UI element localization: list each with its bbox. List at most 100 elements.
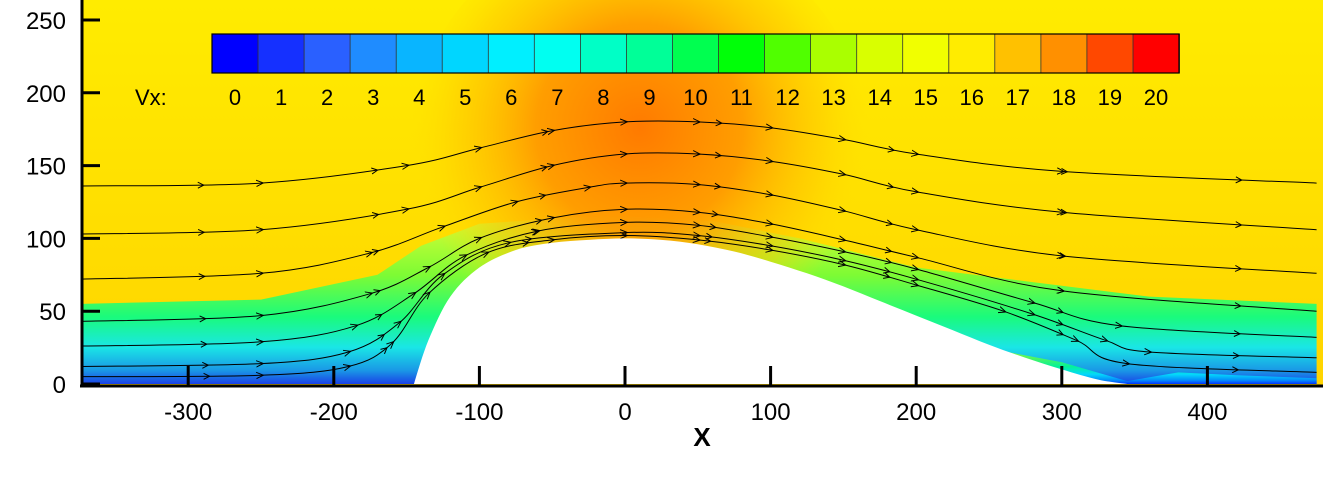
streamline-arrow [534, 218, 543, 225]
streamline-arrow [884, 246, 893, 254]
colorbar-swatch [533, 33, 582, 74]
colorbar-level-label: 20 [1144, 85, 1168, 110]
colorbar-level-label: 12 [775, 85, 799, 110]
streamline-arrow [709, 223, 717, 231]
colorbar-swatch [1040, 33, 1088, 74]
colorbar-level-label: 1 [275, 85, 287, 110]
colorbar-swatch [994, 33, 1042, 74]
colorbar-swatch [487, 33, 536, 74]
streamline-arrow [711, 210, 720, 218]
colorbar-level-label: 14 [867, 85, 891, 110]
colorbar-swatch [303, 33, 352, 74]
colorbar-swatch [1086, 33, 1134, 74]
streamline-arrow [521, 240, 530, 247]
streamline-arrow [1232, 352, 1241, 359]
y-tick-label: 200 [26, 81, 66, 108]
streamline-arrow [883, 272, 891, 279]
colorbar-level-label: 18 [1052, 85, 1076, 110]
streamline-arrow [374, 313, 383, 321]
streamline-arrow [197, 181, 205, 189]
colorbar-swatch [672, 33, 720, 74]
colorbar-level-label: 2 [321, 85, 333, 110]
streamline-arrow [1234, 265, 1243, 272]
colorbar-swatch [856, 33, 904, 74]
streamline-arrow [538, 192, 547, 200]
streamline-arrow [1056, 319, 1064, 326]
colorbar-level-label: 5 [459, 85, 471, 110]
streamline-arrow [380, 346, 388, 355]
x-tick-label: 300 [1042, 399, 1082, 426]
streamline-arrow [525, 236, 533, 243]
streamline-arrow [541, 129, 549, 136]
colorbar-swatch [257, 33, 305, 74]
streamline-arrow [1234, 302, 1242, 310]
streamline-arrow [530, 228, 539, 236]
streamline-arrow [1057, 286, 1066, 294]
streamline-arrow [887, 145, 896, 153]
streamline-arrow [705, 232, 714, 240]
x-tick-label: 0 [618, 399, 631, 426]
colorbar-swatch [810, 33, 858, 74]
colorbar-swatch [211, 33, 259, 74]
colorbar-level-label: 15 [913, 85, 937, 110]
y-tick-label: 0 [53, 372, 66, 399]
streamline-arrow [198, 273, 206, 281]
streamline-arrow [1235, 176, 1243, 184]
streamline-arrow [373, 289, 382, 296]
colorbar-level-label: 13 [821, 85, 845, 110]
colorbar-swatch [1132, 33, 1180, 74]
colorbar-level-label: 0 [229, 85, 241, 110]
streamline-arrow [704, 237, 712, 245]
streamline-arrow [371, 167, 379, 175]
colorbar-level-label: 6 [505, 85, 517, 110]
x-tick-label: -100 [455, 399, 503, 426]
colorbar-level-label: 4 [413, 85, 425, 110]
streamline-arrow [715, 119, 723, 127]
colorbar-legend: 0 1 2 3 4 5 6 7 8 9 10 11 12 13 14 15 16 17 18 19 20 [211, 33, 1180, 110]
colorbar-level-label: 8 [597, 85, 609, 110]
streamline-arrow [540, 164, 549, 172]
x-tick-label: -300 [164, 399, 212, 426]
streamlines [82, 119, 1317, 380]
streamline-arrow [1235, 221, 1243, 229]
x-tick-label: 200 [896, 399, 936, 426]
colorbar-swatch [441, 33, 490, 74]
streamline-arrow [371, 211, 380, 219]
streamline-arrow [202, 361, 210, 369]
x-tick-label: 400 [1187, 399, 1227, 426]
streamline-arrow [1060, 167, 1069, 175]
colorbar-swatch [764, 33, 812, 74]
streamline-arrow [1060, 208, 1068, 216]
colorbar-level-label: 3 [367, 85, 379, 110]
colorbar-swatch [395, 33, 444, 74]
colorbar-level-label: 17 [1006, 85, 1030, 110]
x-axis-title: X [693, 422, 711, 452]
y-tick-label: 150 [26, 154, 66, 181]
streamline-arrow [199, 315, 207, 323]
streamline-arrow [377, 333, 386, 341]
streamline-arrow [197, 229, 206, 236]
streamline-arrow [203, 372, 211, 380]
colorbar-frame [211, 33, 1180, 74]
x-tick-label: -200 [310, 399, 358, 426]
colorbar-level-label: 11 [730, 85, 753, 110]
colorbar-swatch [718, 33, 766, 74]
colorbar-level-label: 16 [960, 85, 984, 110]
streamline-arrow [1233, 330, 1242, 337]
streamline-arrow [884, 257, 893, 265]
streamline-arrow [200, 340, 208, 348]
streamline-7 [82, 236, 1317, 377]
colorbar-level-label: 19 [1098, 85, 1122, 110]
streamline-arrow [1231, 366, 1240, 374]
streamline-arrow [371, 249, 380, 256]
streamline-arrow [886, 182, 895, 190]
streamline-arrow [1056, 307, 1065, 314]
y-tick-label: 100 [26, 226, 66, 253]
y-tick-label: 250 [26, 8, 66, 35]
colorbar-level-label: 9 [643, 85, 655, 110]
y-tick-label: 50 [39, 299, 66, 326]
x-tick-label: 100 [751, 399, 791, 426]
streamline-arrow [885, 219, 894, 227]
colorbar-swatch [349, 33, 398, 74]
